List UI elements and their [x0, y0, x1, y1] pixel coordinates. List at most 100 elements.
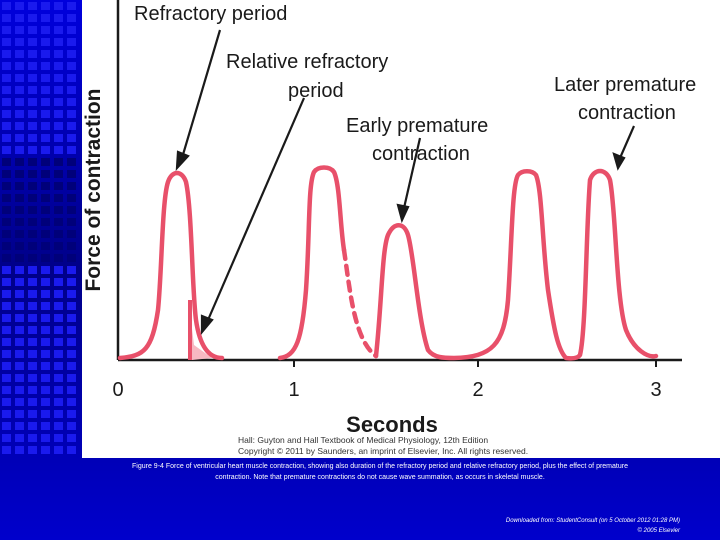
grid-square	[28, 182, 37, 190]
grid-square	[28, 386, 37, 394]
arrow-relative-refractory	[206, 97, 306, 321]
grid-square	[28, 242, 37, 250]
grid-square	[41, 398, 50, 406]
grid-square	[67, 98, 76, 106]
grid-square	[15, 386, 24, 394]
grid-square	[54, 158, 63, 166]
grid-square	[15, 254, 24, 262]
grid-square	[67, 50, 76, 58]
grid-square	[15, 2, 24, 10]
grid-square	[67, 14, 76, 22]
grid-square	[2, 410, 11, 418]
grid-square	[67, 326, 76, 334]
grid-square	[15, 194, 24, 202]
grid-square	[2, 74, 11, 82]
grid-square	[28, 338, 37, 346]
grid-square	[41, 386, 50, 394]
grid-square	[28, 50, 37, 58]
contraction-diagram: Refractory period Relative refractory pe…	[82, 0, 696, 456]
grid-square	[54, 62, 63, 70]
grid-square	[2, 338, 11, 346]
grid-square	[28, 290, 37, 298]
grid-square	[28, 38, 37, 46]
grid-square	[54, 266, 63, 274]
grid-square	[15, 434, 24, 442]
label-refractory-period: Refractory period	[134, 3, 287, 25]
grid-square	[28, 134, 37, 142]
label-later-premature-2: contraction	[578, 102, 676, 124]
arrow-later-premature	[618, 125, 636, 159]
arrowhead	[396, 203, 410, 224]
grid-square	[54, 182, 63, 190]
grid-square	[15, 338, 24, 346]
grid-square	[54, 170, 63, 178]
grid-square	[67, 182, 76, 190]
grid-square	[41, 410, 50, 418]
grid-square	[2, 374, 11, 382]
grid-square	[15, 230, 24, 238]
grid-square	[2, 242, 11, 250]
grid-square	[54, 122, 63, 130]
grid-square	[54, 290, 63, 298]
contraction-curve-2-dashed	[341, 247, 379, 359]
grid-square	[54, 398, 63, 406]
grid-square	[54, 98, 63, 106]
grid-square	[54, 374, 63, 382]
grid-square	[67, 158, 76, 166]
figure-caption-line-1: Figure 9-4 Force of ventricular heart mu…	[132, 463, 628, 470]
grid-square	[54, 278, 63, 286]
grid-square	[54, 422, 63, 430]
grid-square	[28, 314, 37, 322]
grid-square	[41, 182, 50, 190]
arrow-early-premature	[402, 137, 422, 209]
decorative-square-grid	[2, 2, 76, 454]
grid-square	[2, 266, 11, 274]
grid-square	[28, 266, 37, 274]
grid-square	[41, 314, 50, 322]
grid-square	[28, 278, 37, 286]
grid-square	[54, 386, 63, 394]
grid-square	[2, 146, 11, 154]
arrow-refractory	[180, 29, 222, 159]
grid-square	[28, 26, 37, 34]
grid-square	[2, 290, 11, 298]
grid-square	[41, 362, 50, 370]
grid-square	[15, 410, 24, 418]
grid-square	[2, 62, 11, 70]
grid-square	[41, 134, 50, 142]
grid-square	[41, 434, 50, 442]
grid-square	[41, 290, 50, 298]
arrowhead	[200, 314, 214, 336]
grid-square	[15, 110, 24, 118]
grid-square	[41, 110, 50, 118]
grid-square	[67, 242, 76, 250]
grid-square	[67, 338, 76, 346]
grid-square	[2, 218, 11, 226]
grid-square	[15, 218, 24, 226]
grid-square	[15, 122, 24, 130]
grid-square	[28, 170, 37, 178]
grid-square	[2, 158, 11, 166]
grid-square	[67, 254, 76, 262]
grid-square	[2, 182, 11, 190]
grid-square	[41, 206, 50, 214]
grid-square	[41, 326, 50, 334]
download-credit: Downloaded from: StudentConsult (on 5 Oc…	[505, 518, 680, 524]
grid-square	[15, 158, 24, 166]
grid-square	[15, 206, 24, 214]
grid-square	[28, 206, 37, 214]
figure-caption-line-2: contraction. Note that premature contrac…	[215, 474, 545, 481]
grid-square	[28, 398, 37, 406]
grid-square	[67, 86, 76, 94]
grid-square	[41, 98, 50, 106]
grid-square	[28, 122, 37, 130]
grid-square	[15, 182, 24, 190]
arrowhead	[175, 150, 190, 172]
label-relative-refractory-1: Relative refractory	[226, 51, 388, 73]
arrowhead	[612, 152, 626, 171]
grid-square	[15, 98, 24, 106]
grid-square	[67, 314, 76, 322]
x-tick-label-3: 3	[650, 379, 661, 401]
relative-refractory-shade	[190, 312, 212, 360]
grid-square	[41, 146, 50, 154]
